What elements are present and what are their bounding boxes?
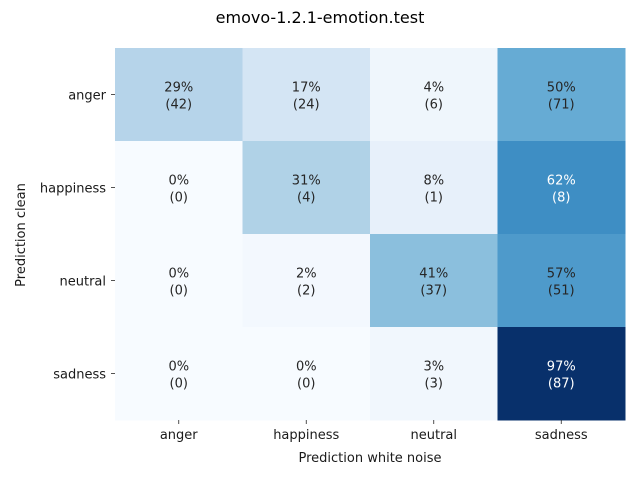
cell-count-label-r1-c1: (4) [297, 191, 315, 206]
y-axis-ticks: anger happiness neutral sadness [40, 89, 115, 383]
cell-count-label-r0-c2: (6) [425, 98, 443, 113]
x-axis-ticks: anger happiness neutral sadness [160, 420, 588, 443]
heatmap-cell-r2-c2 [370, 234, 498, 328]
heatmap-cell-r2-c0 [115, 234, 243, 328]
cell-percent-label-r0-c1: 17% [292, 81, 321, 96]
cell-count-label-r3-c2: (3) [425, 377, 443, 392]
heatmap-cell-r3-c0 [115, 327, 243, 421]
cell-count-label-r3-c0: (0) [170, 377, 188, 392]
heatmap-cell-r0-c3 [497, 48, 626, 142]
heatmap-cell-r0-c0 [115, 48, 243, 142]
cell-percent-label-r0-c0: 29% [164, 81, 193, 96]
cell-percent-label-r1-c3: 62% [547, 174, 576, 189]
cell-count-label-r1-c0: (0) [170, 191, 188, 206]
cell-count-label-r0-c1: (24) [293, 98, 320, 113]
cell-count-label-r0-c3: (71) [548, 98, 575, 113]
y-tick-label-3: sadness [53, 368, 106, 383]
cell-percent-label-r3-c2: 3% [423, 360, 444, 375]
cell-percent-label-r2-c2: 41% [419, 267, 448, 282]
cell-percent-label-r3-c3: 97% [547, 360, 576, 375]
cell-percent-label-r1-c1: 31% [292, 174, 321, 189]
cell-percent-label-r2-c0: 0% [168, 267, 189, 282]
x-tick-label-1: happiness [273, 428, 339, 443]
cell-count-label-r1-c3: (8) [552, 191, 570, 206]
cell-count-label-r3-c1: (0) [297, 377, 315, 392]
heatmap-cell-r1-c2 [370, 141, 498, 235]
heatmap-cell-r3-c1 [242, 327, 371, 421]
heatmap-cell-r1-c0 [115, 141, 243, 235]
heatmap-cells: 29% (42) 17% (24) 4% (6) 50% (71) 0% (0) 31% (4) 8% (… [115, 48, 626, 421]
x-axis-label: Prediction white noise [299, 451, 442, 466]
y-tick-label-2: neutral [60, 275, 107, 290]
cell-percent-label-r0-c3: 50% [547, 81, 576, 96]
cell-percent-label-r2-c3: 57% [547, 267, 576, 282]
x-tick-label-0: anger [160, 428, 198, 443]
heatmap-cell-r2-c3 [497, 234, 626, 328]
cell-percent-label-r3-c0: 0% [168, 360, 189, 375]
cell-count-label-r2-c3: (51) [548, 284, 575, 299]
heatmap-cell-r0-c1 [242, 48, 371, 142]
cell-percent-label-r1-c0: 0% [168, 174, 189, 189]
cell-count-label-r0-c0: (42) [165, 98, 192, 113]
heatmap-cell-r3-c2 [370, 327, 498, 421]
chart-title: emovo-1.2.1-emotion.test [216, 8, 425, 27]
cell-percent-label-r2-c1: 2% [296, 267, 317, 282]
cell-count-label-r3-c3: (87) [548, 377, 575, 392]
heatmap-cell-r1-c1 [242, 141, 371, 235]
cell-percent-label-r3-c1: 0% [296, 360, 317, 375]
x-tick-label-3: sadness [535, 428, 588, 443]
cell-count-label-r2-c1: (2) [297, 284, 315, 299]
cell-count-label-r2-c0: (0) [170, 284, 188, 299]
heatmap-cell-r0-c2 [370, 48, 498, 142]
heatmap-cell-r1-c3 [497, 141, 626, 235]
cell-percent-label-r1-c2: 8% [423, 174, 444, 189]
y-axis-label: Prediction clean [14, 183, 29, 287]
heatmap-cell-r3-c3 [497, 327, 626, 421]
y-tick-label-1: happiness [40, 182, 106, 197]
cell-percent-label-r0-c2: 4% [423, 81, 444, 96]
x-tick-label-2: neutral [411, 428, 458, 443]
cell-count-label-r1-c2: (1) [425, 191, 443, 206]
heatmap-cell-r2-c1 [242, 234, 371, 328]
y-tick-label-0: anger [68, 89, 106, 104]
cell-count-label-r2-c2: (37) [420, 284, 447, 299]
